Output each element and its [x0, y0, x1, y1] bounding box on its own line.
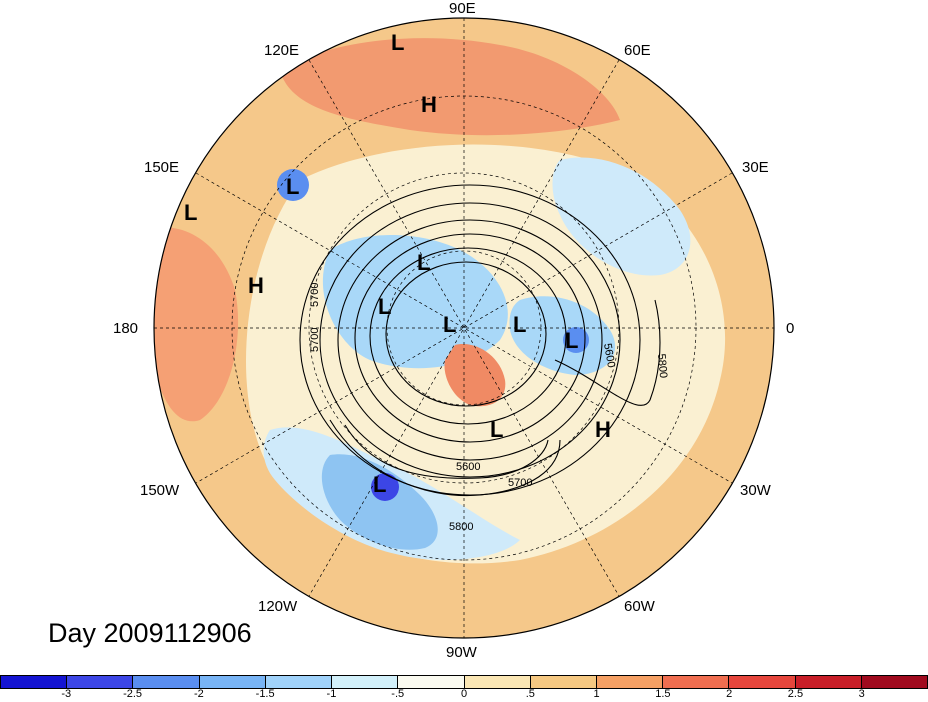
colorbar-tick-label: -2	[193, 688, 204, 700]
colorbar-box	[663, 676, 730, 688]
low-center: L	[513, 312, 526, 337]
graticule	[154, 18, 774, 638]
longitude-label-90e: 90E	[449, 0, 476, 17]
longitude-label-120w: 120W	[258, 598, 298, 615]
longitude-label-90w: 90W	[446, 644, 477, 661]
high-center: H	[595, 417, 611, 442]
height-contours	[299, 184, 661, 497]
low-center: L	[184, 200, 197, 225]
contour-label: 5700	[309, 328, 321, 352]
low-center: L	[391, 30, 404, 55]
meridian-150e-30w	[195, 172, 733, 484]
contour-label: 5800	[655, 353, 669, 378]
colorbar-tick-label: -3	[61, 688, 72, 700]
longitude-label-60w: 60W	[624, 598, 655, 615]
height-contour-inner	[385, 261, 547, 407]
colorbar-box	[199, 676, 266, 688]
cold-anomaly-core-pacific	[277, 169, 309, 201]
colorbar-tick-label: -.5	[391, 688, 405, 700]
colorbar-box	[133, 676, 200, 688]
cool-anomaly-region-europe	[509, 296, 616, 375]
colorbar-box	[332, 676, 399, 688]
cool-anomaly-region-america	[321, 454, 438, 550]
colorbar-tick-label: 2.5	[787, 688, 804, 700]
height-contour	[319, 202, 621, 478]
height-contour	[354, 233, 586, 443]
height-contour	[369, 247, 567, 425]
colorbar-box	[464, 676, 531, 688]
colorbar-tick-label: 3	[858, 688, 865, 700]
colorbar-box	[265, 676, 333, 688]
height-contour-america-trough	[329, 419, 561, 497]
cool-anomaly-region-siberia	[552, 157, 691, 276]
colorbar-box	[861, 676, 928, 688]
colorbar-box	[795, 676, 862, 688]
longitude-label-0: 0	[786, 320, 795, 337]
colorbar-tick-label: 1	[593, 688, 600, 700]
colorbar-tick-label: .5	[525, 688, 535, 700]
meridian-30e-150w	[195, 172, 733, 484]
low-center: L	[565, 328, 578, 353]
longitude-label-180: 180	[113, 320, 139, 337]
low-center: L	[378, 294, 391, 319]
colorbar-tick-label: -1	[326, 688, 337, 700]
low-center: L	[373, 472, 386, 497]
meridian-120e-60w	[308, 59, 620, 597]
low-center: L	[417, 250, 430, 275]
colorbar-tick-label: 1.5	[655, 688, 671, 700]
colorbar-box	[729, 676, 796, 688]
low-center: L	[490, 417, 503, 442]
longitude-label-30w: 30W	[740, 482, 771, 499]
height-contour	[337, 219, 603, 461]
cold-anomaly-core-america	[371, 473, 399, 501]
colorbar-box	[596, 676, 664, 688]
high-center: H	[421, 92, 437, 117]
longitude-label-60e: 60E	[624, 42, 651, 59]
contour-label: 5700	[508, 477, 532, 489]
day-title: Day 2009112906	[48, 618, 252, 648]
colorbar-tick-label: 0	[460, 688, 468, 700]
high-center: H	[248, 273, 264, 298]
colorbar-tick-label: -1.5	[255, 688, 275, 700]
low-center: L	[286, 174, 299, 199]
warm-anomaly-region-arctic	[444, 344, 506, 407]
meridian-60e-120w	[308, 59, 620, 597]
colorbar-box	[398, 676, 465, 688]
longitude-label-120e: 120E	[264, 42, 300, 59]
height-contour-america-trough	[344, 424, 549, 479]
contour-label: 5700	[309, 283, 321, 307]
longitude-label-150w: 150W	[140, 482, 180, 499]
longitude-label-30e: 30E	[742, 159, 769, 176]
contour-label: 5800	[449, 521, 473, 533]
colorbar-box	[67, 676, 134, 688]
longitude-label-150e: 150E	[144, 159, 180, 176]
colorbar-box	[1, 676, 68, 688]
colorbar-box	[530, 676, 597, 688]
low-center: L	[443, 312, 456, 337]
map-border	[153, 17, 775, 639]
cool-anomaly-region-canada	[322, 235, 508, 369]
colorbar	[0, 675, 928, 689]
cold-anomaly-core-europe	[563, 327, 589, 353]
contour-label: 5600	[456, 461, 480, 473]
colorbar-tick-label: -2.5	[123, 688, 143, 700]
height-contour-atlantic-ridge	[554, 299, 661, 406]
contour-label: 5600	[601, 342, 617, 368]
warm-anomaly-region-asia	[280, 38, 620, 136]
colorbar-tick-label: 2	[726, 688, 733, 700]
warm-anomaly-region-pacific	[154, 227, 239, 422]
